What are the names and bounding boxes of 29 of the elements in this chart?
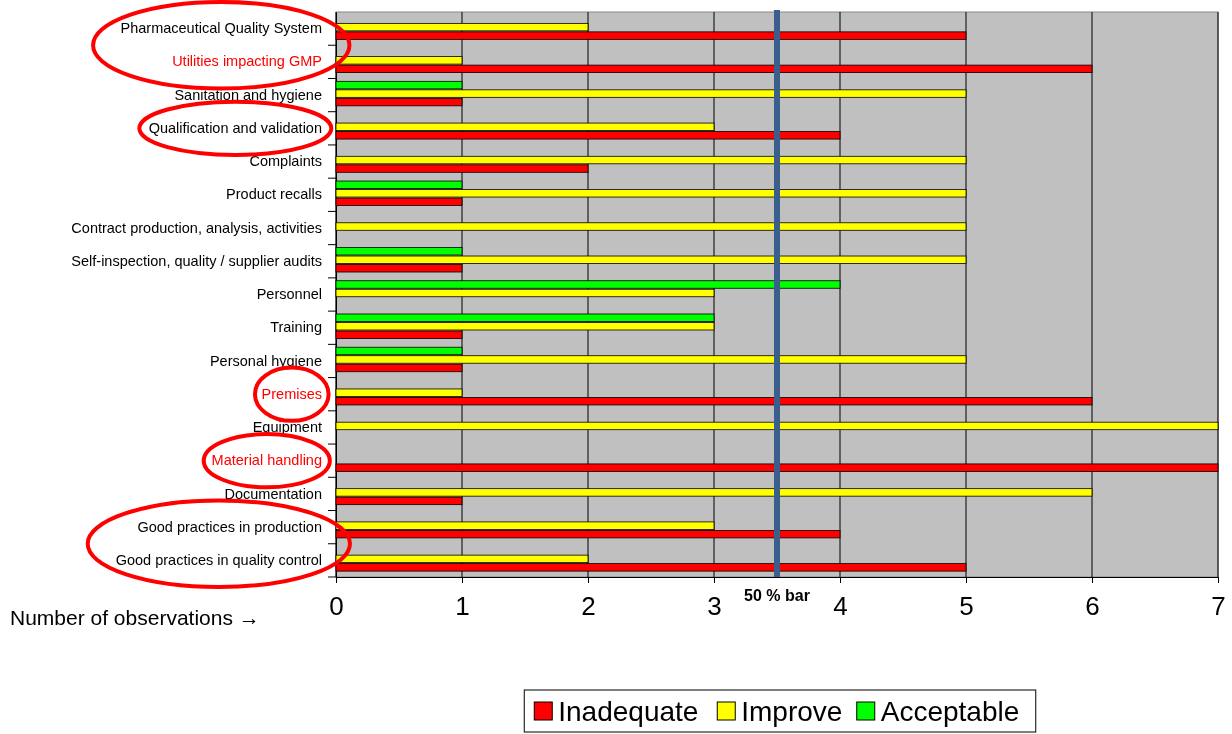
ref-line-label: 50 % bar <box>744 587 810 604</box>
x-tick-label: 5 <box>959 591 974 622</box>
y-tick-label: Contract production, analysis, activities <box>71 219 322 236</box>
y-tick-label: Premises <box>261 385 322 402</box>
y-tick-label: Product recalls <box>226 186 322 203</box>
y-tick-label: Training <box>270 319 322 336</box>
y-tick-label: Sanitation and hygiene <box>174 86 322 103</box>
x-tick-label: 1 <box>455 591 470 622</box>
x-tick-label: 3 <box>707 591 722 622</box>
y-tick-label: Utilities impacting GMP <box>172 53 322 70</box>
legend-label: Acceptable <box>880 696 1020 727</box>
x-tick-label: 6 <box>1085 591 1100 622</box>
legend-label: Inadequate <box>558 696 699 727</box>
y-tick-label: Self-inspection, quality / supplier audits <box>71 252 322 269</box>
x-tick-label: 7 <box>1211 591 1226 622</box>
y-tick-label: Good practices in quality control <box>115 552 322 569</box>
x-tick-label: 2 <box>581 591 596 622</box>
x-tick-label: 0 <box>329 591 344 622</box>
y-tick-label: Qualification and validation <box>148 119 322 136</box>
y-tick-label: Pharmaceutical Quality System <box>120 20 322 37</box>
y-tick-label: Good practices in production <box>137 518 322 535</box>
x-axis-title: Number of observations → <box>10 606 260 629</box>
x-tick-label: 4 <box>833 591 848 622</box>
y-tick-label: Equipment <box>252 419 322 436</box>
y-tick-label: Documentation <box>224 485 322 502</box>
y-tick-label: Complaints <box>249 153 322 170</box>
y-tick-label: Personnel <box>256 286 322 303</box>
y-tick-label: Material handling <box>211 452 322 469</box>
legend-label: Improve <box>741 696 843 727</box>
